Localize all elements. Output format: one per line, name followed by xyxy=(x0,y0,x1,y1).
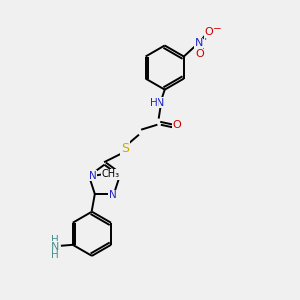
Text: N: N xyxy=(156,98,164,108)
Text: O: O xyxy=(196,50,204,59)
Text: H: H xyxy=(51,250,59,260)
Text: N: N xyxy=(109,190,116,200)
Text: O: O xyxy=(205,27,213,37)
Text: N: N xyxy=(114,169,122,179)
Text: H: H xyxy=(150,98,158,108)
Text: N: N xyxy=(88,171,96,181)
Text: CH₃: CH₃ xyxy=(102,169,120,179)
Text: S: S xyxy=(121,142,129,155)
Text: H: H xyxy=(51,235,59,245)
Text: N: N xyxy=(51,242,59,252)
Text: +: + xyxy=(201,34,209,43)
Text: −: − xyxy=(213,23,221,34)
Text: O: O xyxy=(172,120,181,130)
Text: N: N xyxy=(194,38,203,48)
